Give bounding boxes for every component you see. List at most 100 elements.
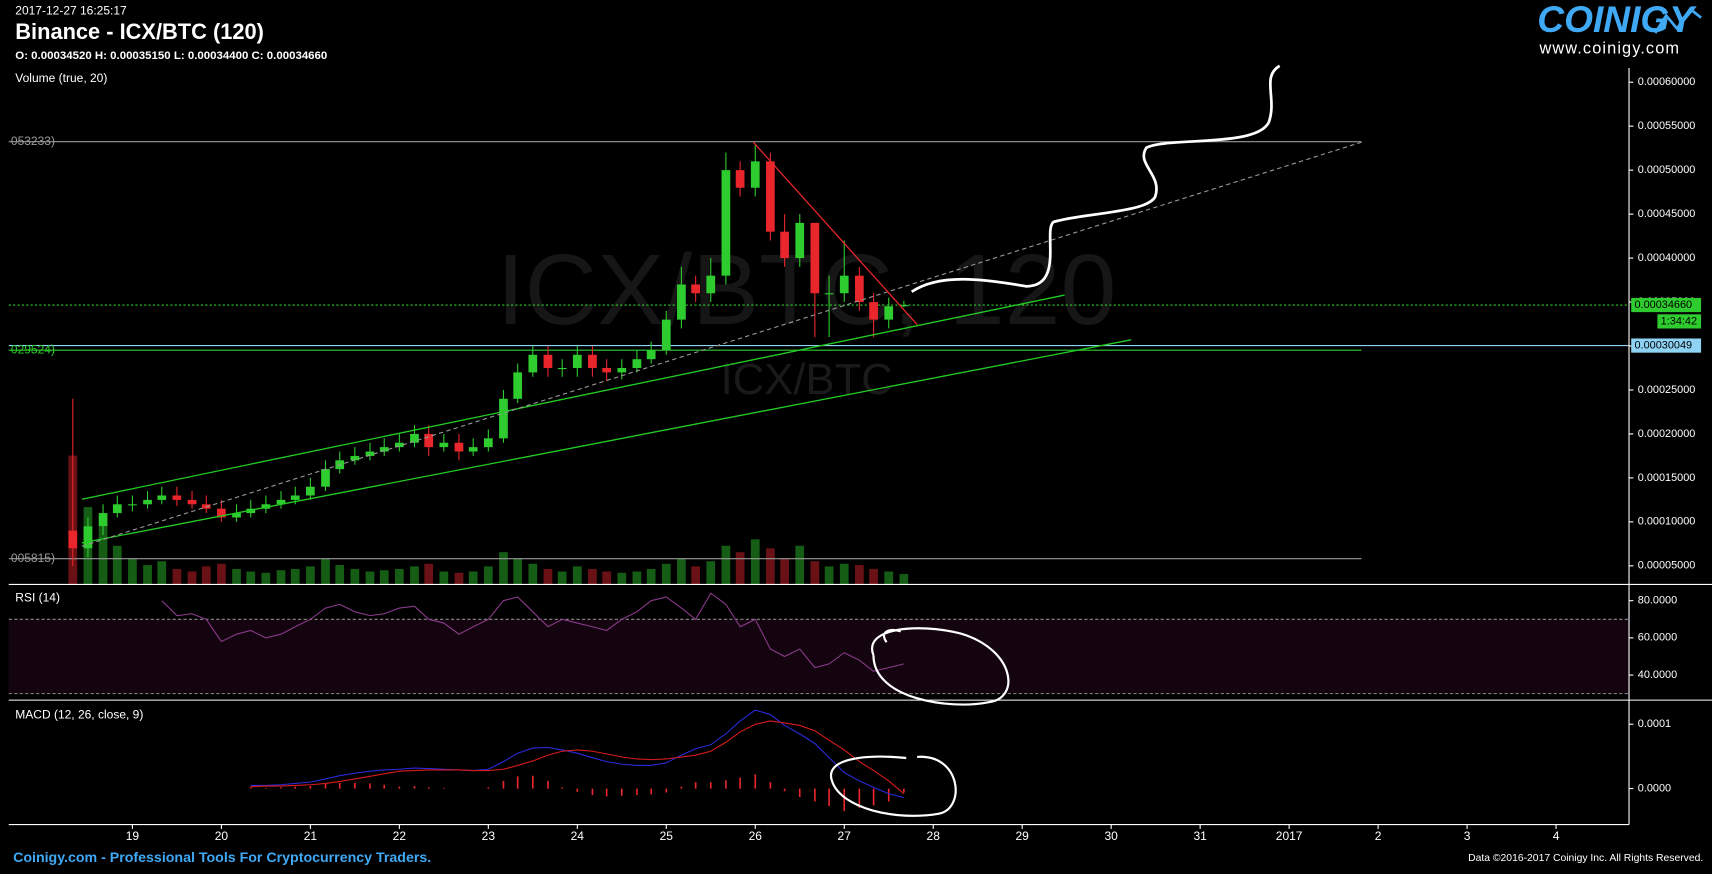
volume-bar [528, 563, 538, 585]
y-tick-label: 0.00010000 [1638, 516, 1696, 528]
x-tick-label: 19 [126, 829, 140, 843]
axes-layer: 19 20 21 22 23 24 25 26 27 28 29 30 31 2017 2 3 40.00005… [8, 67, 1712, 843]
countdown-box [1657, 314, 1702, 329]
macd-line [250, 709, 904, 799]
volume-bar [187, 571, 197, 585]
macd-histogram-bar [561, 787, 563, 789]
macd-histogram-bar [369, 783, 371, 789]
level-label: 005815) [11, 551, 55, 565]
macd-histogram-bar [903, 788, 905, 793]
candle-body [290, 495, 300, 500]
macd-histogram-bar [709, 782, 712, 789]
x-tick-label: 3 [1464, 829, 1471, 843]
macd-histogram-bar [769, 782, 772, 789]
volume-bar [201, 566, 211, 585]
candle-body [483, 438, 493, 448]
macd-histogram-bar [798, 788, 801, 797]
candle-body [691, 284, 701, 294]
volume-bar [899, 574, 909, 585]
volume-bar [454, 572, 464, 585]
macd-histogram-bar [487, 787, 490, 789]
macd-histogram-bar [249, 787, 252, 789]
watermark: ICX/BTC, 120 [497, 234, 1117, 346]
candle-body [499, 398, 508, 439]
candle-body [128, 504, 137, 506]
volume-bar [379, 570, 389, 585]
volume-bar [439, 571, 449, 585]
volume-bar [306, 566, 315, 585]
y-tick-label: 0.00025000 [1638, 384, 1696, 396]
macd-histogram-bar [783, 788, 786, 792]
candle-body [513, 372, 523, 399]
pane-label: Volume (true, 20) [15, 71, 107, 85]
trend-line [81, 141, 1362, 547]
candle-body [646, 350, 656, 360]
y-tick-label: 0.00040000 [1638, 252, 1696, 264]
timestamp: 2017-12-27 16:25:17 [15, 3, 127, 17]
candle-body [884, 306, 894, 320]
footer-copyright: Data ©2016-2017 Coinigy Inc. All Rights … [1468, 853, 1703, 864]
candle-body [810, 222, 820, 294]
macd-histogram-bar [265, 787, 267, 789]
volume-bar [588, 568, 597, 585]
candle-body [617, 367, 627, 373]
price-box-label: 0.00030049 [1634, 339, 1692, 351]
trend-line [81, 294, 1065, 500]
volume-bar [543, 568, 553, 585]
macd-histogram-bar [680, 786, 683, 789]
macd-histogram-bar [739, 777, 741, 789]
level-label: 053233) [11, 134, 55, 148]
macd-histogram-bar [516, 776, 519, 789]
logo-icon [1654, 7, 1702, 34]
candle-body [795, 222, 805, 259]
x-tick-label: 21 [304, 829, 318, 843]
macd-histogram-bar [280, 787, 282, 789]
y-tick-label: 40.0000 [1638, 669, 1677, 681]
volume-bar [661, 563, 671, 585]
macd-histogram-bar [309, 786, 312, 789]
volume-bar [884, 571, 894, 585]
macd-histogram-bar [636, 788, 638, 796]
candle-body [572, 354, 582, 368]
volume-bar [157, 561, 167, 585]
volume-bar [839, 563, 849, 585]
hand-drawing [829, 755, 957, 817]
y-tick-label: 0.00015000 [1638, 472, 1696, 484]
candle-body [321, 469, 330, 487]
candle-body [721, 170, 731, 276]
macd-histogram-bar [828, 788, 830, 806]
macd-histogram-bar [591, 788, 594, 796]
x-tick-label: 26 [749, 829, 763, 843]
trend-line [752, 141, 918, 325]
candle-body [157, 495, 167, 500]
x-tick-label: 29 [1016, 829, 1030, 843]
volume-bar [766, 548, 775, 585]
volume-bar [646, 568, 656, 585]
watermark-layer: ICX/BTC, 120 ICX/BTC [497, 234, 1117, 404]
countdown: 1:34:42 [1661, 315, 1697, 327]
x-tick-label: 28 [927, 829, 941, 843]
x-tick-label: 23 [482, 829, 496, 843]
candle-body [557, 367, 567, 370]
volume-bar [677, 558, 686, 585]
footer-link[interactable]: Coinigy.com - Professional Tools For Cry… [13, 850, 431, 866]
macd-histogram-bar [814, 788, 816, 802]
volume-bar [217, 563, 226, 585]
price-box-label: 0.00034660 [1634, 299, 1692, 311]
macd-histogram-bar [324, 784, 327, 789]
volume-bar [128, 558, 137, 585]
volume-bar [557, 571, 567, 585]
volume-bar [691, 566, 701, 585]
price-box [1631, 338, 1702, 353]
volume-bar [172, 568, 182, 585]
plot-layer [8, 141, 1630, 812]
volume-bar [468, 571, 478, 585]
x-tick-label: 25 [660, 829, 674, 843]
y-tick-label: 0.00005000 [1638, 560, 1696, 572]
macd-histogram-bar [338, 782, 341, 789]
volume-bar [350, 568, 360, 585]
candle-body [780, 231, 789, 259]
candle-body [83, 526, 93, 549]
candle-body [602, 367, 612, 373]
logo: COINIGY [1537, 0, 1697, 40]
